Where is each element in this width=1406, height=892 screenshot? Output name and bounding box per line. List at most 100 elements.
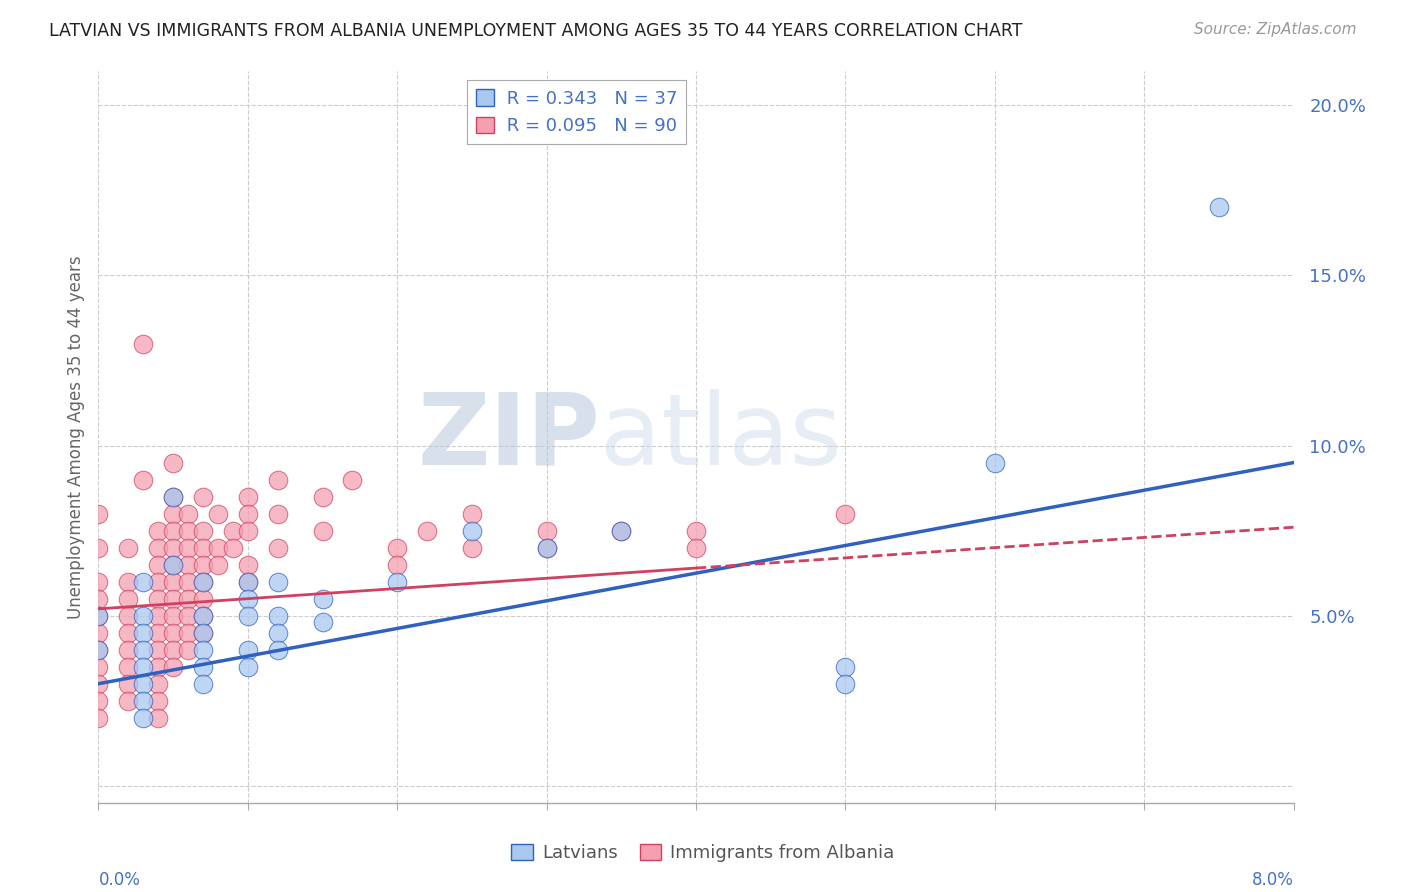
Point [191,558,214,572]
Point [834,507,856,521]
Point [132,608,155,623]
Point [162,625,184,640]
Point [162,524,184,538]
Point [162,490,184,504]
Point [536,541,558,555]
Point [385,574,409,589]
Point [177,608,200,623]
Point [267,541,290,555]
Point [117,608,139,623]
Point [191,608,214,623]
Point [236,642,259,657]
Text: Source: ZipAtlas.com: Source: ZipAtlas.com [1194,22,1357,37]
Point [191,524,214,538]
Point [267,473,290,487]
Point [267,507,290,521]
Point [87,711,110,725]
Point [117,677,139,691]
Point [132,711,155,725]
Point [162,558,184,572]
Point [87,625,110,640]
Point [311,615,333,630]
Point [191,677,214,691]
Point [132,336,155,351]
Point [834,659,856,673]
Y-axis label: Unemployment Among Ages 35 to 44 years: Unemployment Among Ages 35 to 44 years [66,255,84,619]
Point [87,694,110,708]
Point [191,659,214,673]
Point [117,625,139,640]
Point [87,591,110,606]
Point [117,642,139,657]
Point [148,591,170,606]
Point [87,541,110,555]
Point [148,659,170,673]
Text: 0.0%: 0.0% [98,871,141,888]
Point [117,574,139,589]
Point [87,659,110,673]
Point [148,642,170,657]
Point [177,541,200,555]
Point [162,507,184,521]
Point [87,574,110,589]
Point [177,507,200,521]
Point [148,677,170,691]
Point [207,558,229,572]
Point [132,574,155,589]
Point [267,574,290,589]
Point [207,507,229,521]
Point [685,541,707,555]
Point [222,524,245,538]
Point [132,677,155,691]
Point [87,507,110,521]
Point [311,490,333,504]
Text: LATVIAN VS IMMIGRANTS FROM ALBANIA UNEMPLOYMENT AMONG AGES 35 TO 44 YEARS CORREL: LATVIAN VS IMMIGRANTS FROM ALBANIA UNEMP… [49,22,1022,40]
Point [162,456,184,470]
Point [148,524,170,538]
Text: 8.0%: 8.0% [1251,871,1294,888]
Legend:  R = 0.343   N = 37,  R = 0.095   N = 90: R = 0.343 N = 37, R = 0.095 N = 90 [467,80,686,144]
Point [236,659,259,673]
Point [87,677,110,691]
Point [222,541,245,555]
Point [177,574,200,589]
Point [148,694,170,708]
Point [236,490,259,504]
Point [177,625,200,640]
Point [148,625,170,640]
Point [267,625,290,640]
Point [236,558,259,572]
Point [191,574,214,589]
Point [207,541,229,555]
Point [162,541,184,555]
Point [177,642,200,657]
Point [117,591,139,606]
Point [177,558,200,572]
Point [177,591,200,606]
Point [236,591,259,606]
Text: ZIP: ZIP [418,389,600,485]
Point [177,524,200,538]
Point [191,591,214,606]
Point [984,456,1007,470]
Point [162,574,184,589]
Point [162,591,184,606]
Point [610,524,633,538]
Point [236,524,259,538]
Point [1208,201,1230,215]
Point [191,625,214,640]
Point [148,558,170,572]
Point [162,642,184,657]
Point [267,642,290,657]
Point [132,659,155,673]
Point [416,524,439,538]
Point [236,574,259,589]
Point [191,642,214,657]
Point [162,558,184,572]
Point [148,608,170,623]
Point [87,608,110,623]
Point [191,574,214,589]
Point [191,490,214,504]
Point [132,642,155,657]
Point [117,694,139,708]
